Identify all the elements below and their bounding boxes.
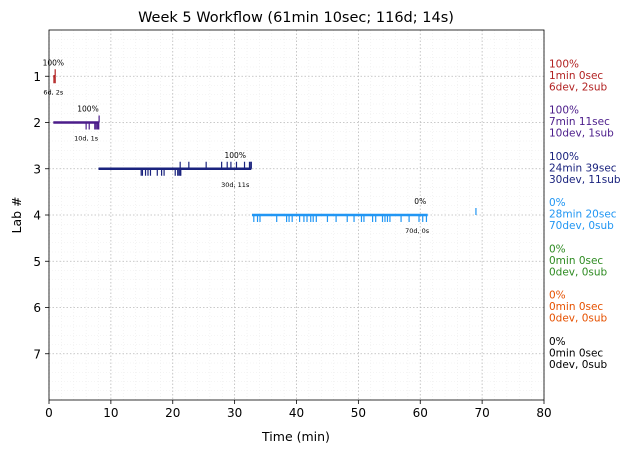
- lab-3-summary-line: 30dev, 11sub: [549, 174, 621, 186]
- lab-2-pct-label: 100%: [77, 105, 98, 114]
- y-tick-label: 4: [33, 209, 41, 223]
- x-tick-label: 60: [413, 406, 428, 420]
- lab-3-count-label: 30d, 11s: [221, 181, 250, 189]
- lab-1-pct-label: 100%: [43, 58, 64, 67]
- lab-3-summary-line: 24min 39sec: [549, 162, 617, 174]
- lab-3-pct-label: 100%: [225, 151, 246, 160]
- x-tick-label: 50: [351, 406, 366, 420]
- lab-1-summary-line: 6dev, 2sub: [549, 81, 608, 93]
- chart-title: Week 5 Workflow (61min 10sec; 116d; 14s): [138, 10, 454, 26]
- lab-5-summary-line: 0min 0sec: [549, 255, 603, 267]
- y-tick-label: 7: [33, 347, 41, 361]
- lab-7-summary-line: 0min 0sec: [549, 347, 603, 359]
- lab-4-summary-line: 0%: [549, 197, 566, 209]
- lab-1-count-label: 6d, 2s: [43, 88, 64, 96]
- axis-ticks: 0 10 20 30 40 50 60 70 80 1 2 3 4 5 6 7: [33, 70, 551, 420]
- x-tick-label: 40: [289, 406, 304, 420]
- x-tick-label: 0: [45, 406, 53, 420]
- x-tick-label: 80: [536, 406, 551, 420]
- y-tick-label: 1: [33, 70, 41, 84]
- y-axis-label: Lab #: [9, 196, 24, 233]
- x-tick-label: 70: [474, 406, 489, 420]
- lab-7-summary-line: 0%: [549, 336, 566, 348]
- y-tick-label: 5: [33, 255, 41, 269]
- x-tick-label: 20: [165, 406, 180, 420]
- y-tick-label: 3: [33, 162, 41, 176]
- lab-5-summary-line: 0%: [549, 243, 566, 255]
- lab-6-summary-line: 0min 0sec: [549, 301, 603, 313]
- x-tick-label: 10: [103, 406, 118, 420]
- y-tick-label: 6: [33, 301, 41, 315]
- lab-1-summary-line: 100%: [549, 58, 579, 70]
- lab-2-summary-line: 100%: [549, 105, 579, 117]
- lab-4-summary-line: 28min 20sec: [549, 209, 617, 221]
- lab-4-count-label: 70d, 0s: [405, 227, 430, 235]
- lab-6-summary-line: 0dev, 0sub: [549, 313, 608, 325]
- x-tick-label: 30: [227, 406, 242, 420]
- lab-2-summary-line: 10dev, 1sub: [549, 128, 614, 140]
- y-tick-label: 2: [33, 116, 41, 130]
- lab-1-summary-line: 1min 0sec: [549, 70, 603, 82]
- chart-marks: 100% 6d, 2s 100% 10d, 1s 100% 30d, 11s 0% 70d, …: [43, 58, 477, 235]
- lab-6-summary-line: 0%: [549, 290, 566, 302]
- lab-5-summary-line: 0dev, 0sub: [549, 266, 608, 278]
- lab-3-summary-line: 100%: [549, 151, 579, 163]
- lab-4-pct-label: 0%: [414, 197, 426, 206]
- lab-2-summary-line: 7min 11sec: [549, 116, 610, 128]
- lab-4-summary-line: 70dev, 0sub: [549, 220, 614, 232]
- x-axis-label: Time (min): [261, 429, 330, 444]
- lab-7-summary-line: 0dev, 0sub: [549, 359, 608, 371]
- lab-2-count-label: 10d, 1s: [74, 135, 99, 143]
